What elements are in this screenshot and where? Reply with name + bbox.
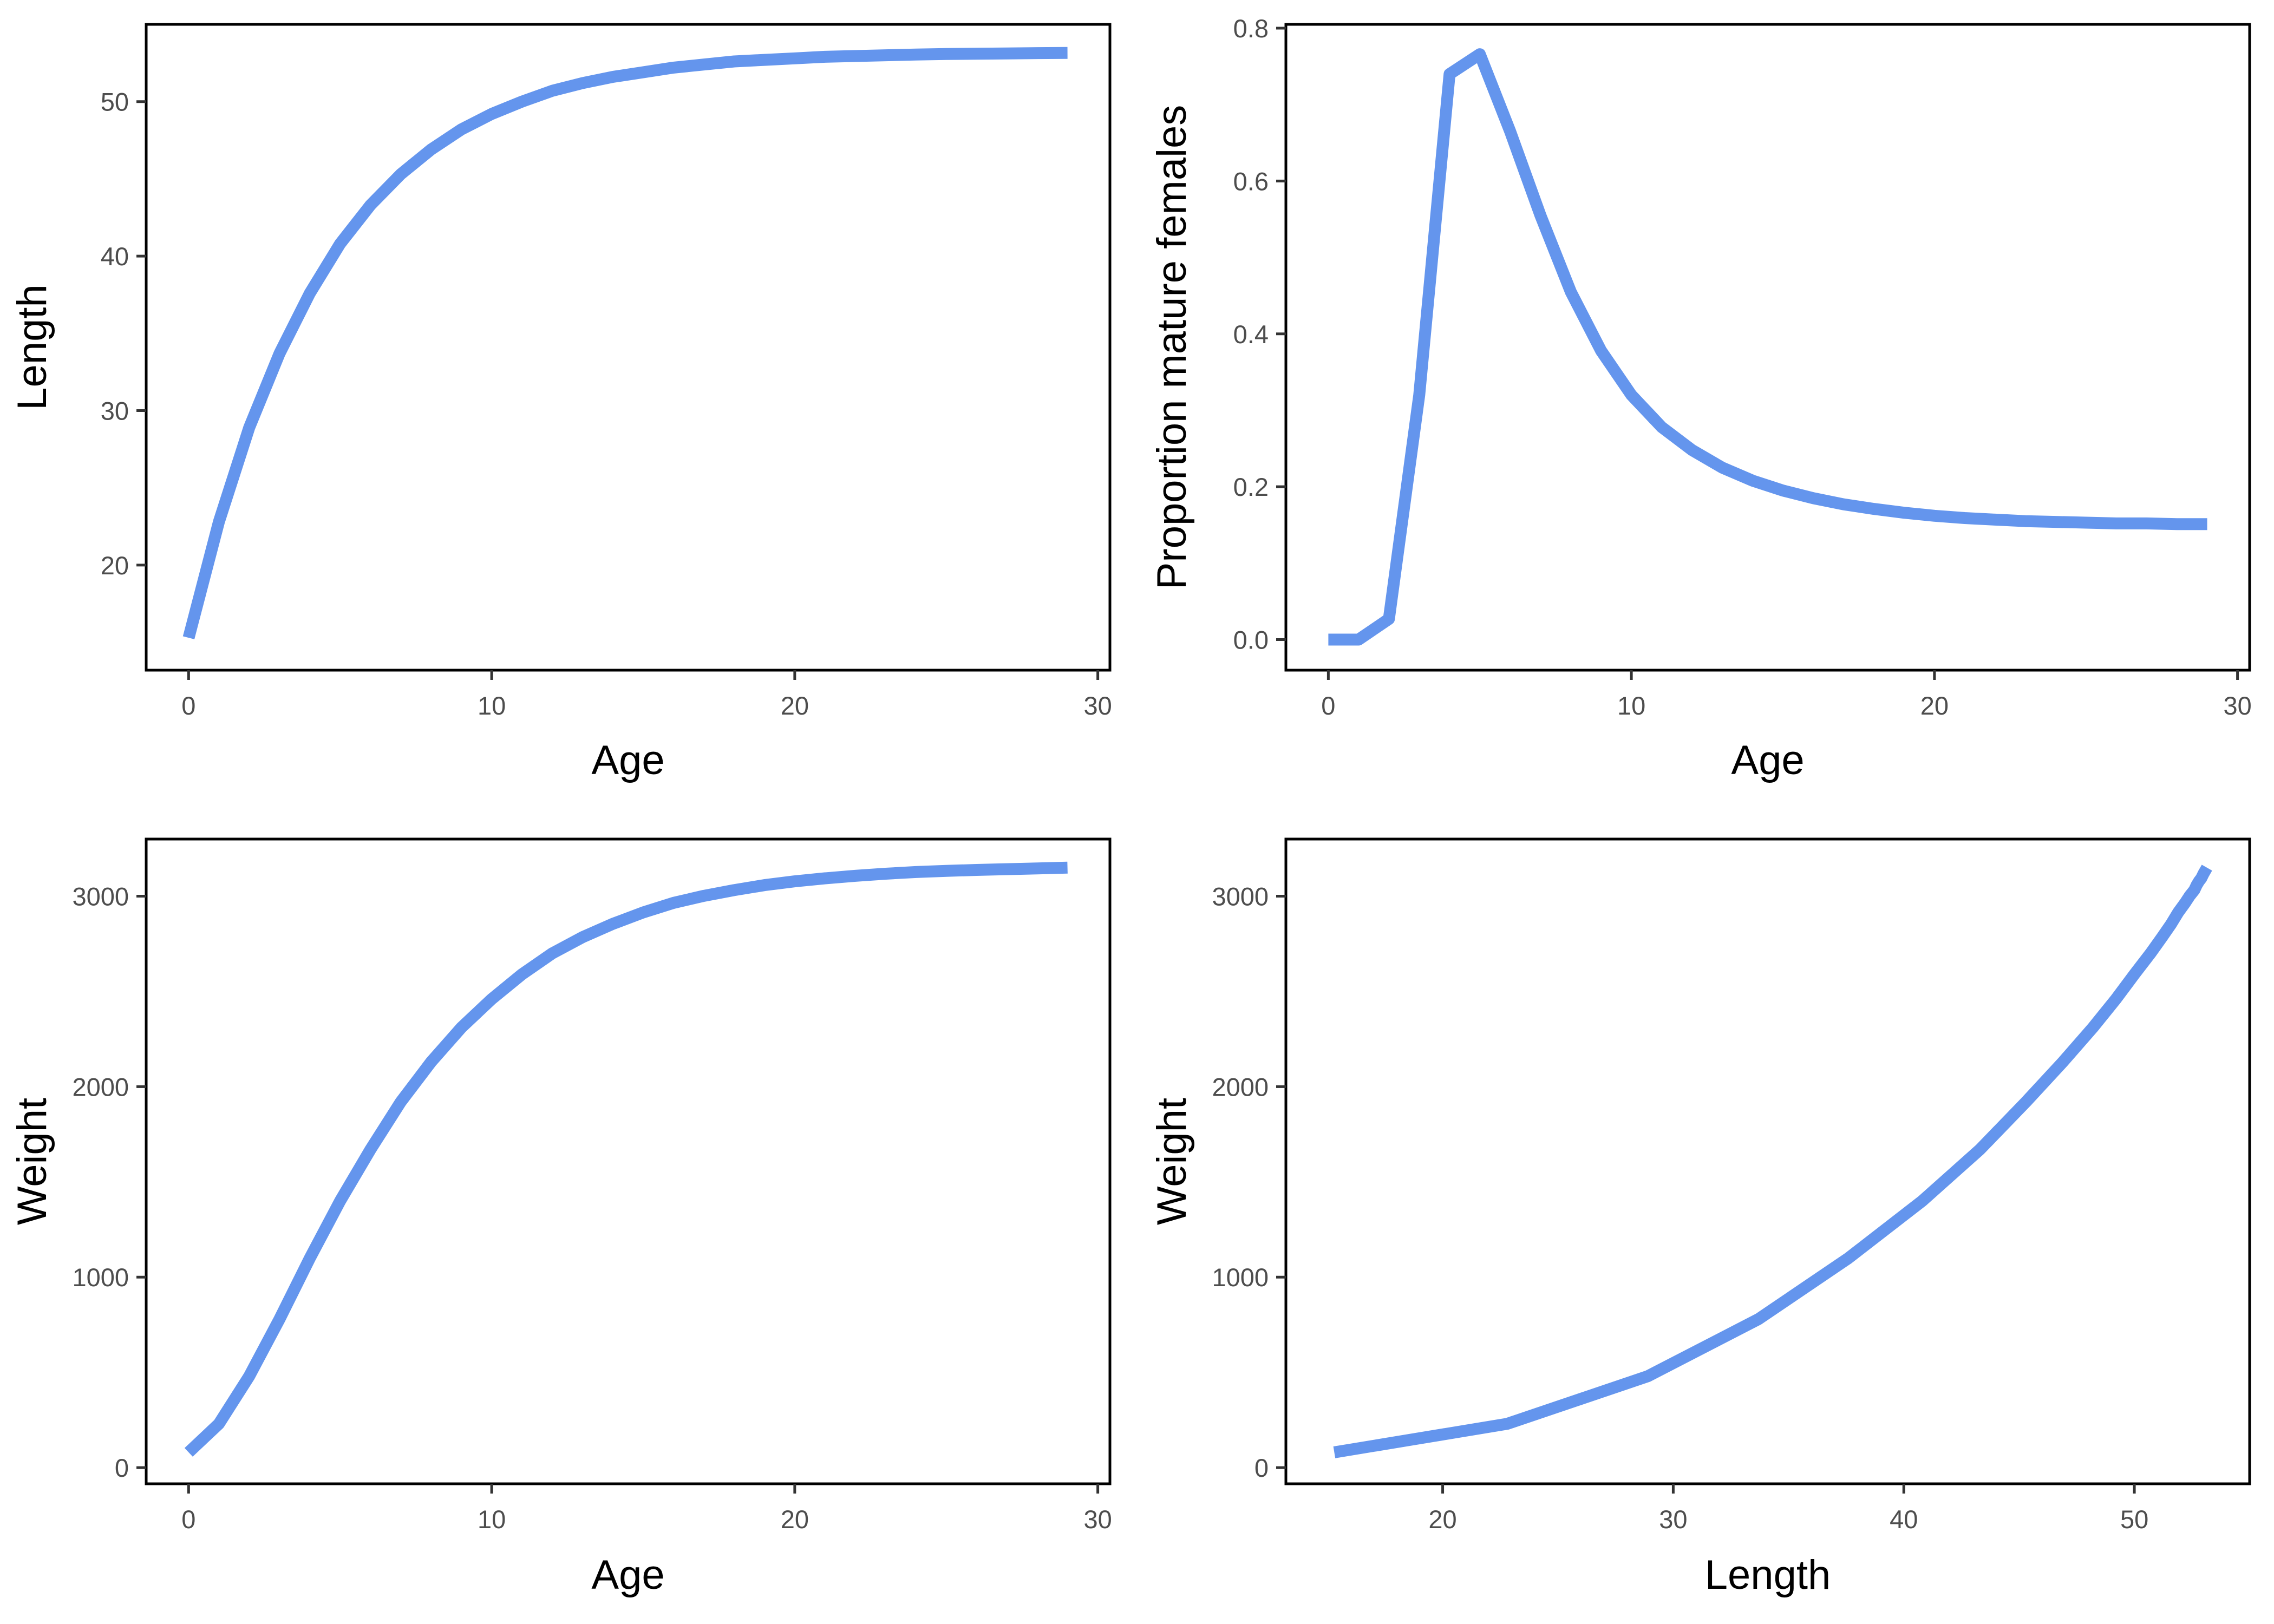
x-tick-label: 0 (181, 691, 195, 720)
y-tick-label: 0 (115, 1453, 129, 1482)
x-tick-label: 20 (781, 1505, 809, 1534)
x-tick-label: 50 (2120, 1505, 2148, 1534)
x-tick-label: 10 (1617, 691, 1645, 720)
x-tick-label: 20 (781, 691, 809, 720)
panel-frame (1284, 837, 2251, 1485)
y-tick-label: 3000 (72, 882, 129, 911)
y-tick-label: 3000 (1212, 882, 1269, 911)
series-line (182, 47, 1068, 639)
y-tick-label: 0.8 (1233, 14, 1269, 43)
x-tick-label: 20 (1428, 1505, 1456, 1534)
y-tick-label: 1000 (1212, 1263, 1269, 1292)
x-tick-label: 40 (1890, 1505, 1918, 1534)
chart-panel-1: 0 10 20 30 20 30 40 50 Age Length (9, 23, 1112, 783)
y-tick-label: 40 (101, 242, 129, 271)
chart-panel-3: 0 10 20 30 0 1000 2000 3000 Age Weight (9, 837, 1112, 1598)
series-line (1328, 48, 2207, 646)
series-line (1333, 865, 2212, 1458)
series-line (184, 861, 1068, 1457)
y-tick-label: 0.0 (1233, 626, 1269, 654)
y-tick-label: 0.6 (1233, 167, 1269, 195)
y-tick-label: 0.4 (1233, 320, 1269, 349)
y-tick-label: 0 (1254, 1453, 1269, 1482)
x-tick-label: 10 (478, 691, 506, 720)
x-tick-label: 20 (1920, 691, 1949, 720)
y-tick-label: 2000 (72, 1072, 129, 1101)
chart-panel-2: 0 10 20 30 0.0 0.2 0.4 0.6 0.8 Age Proportion matu… (1149, 14, 2252, 783)
x-tick-label: 30 (1083, 1505, 1112, 1534)
y-tick-label: 2000 (1212, 1072, 1269, 1101)
x-tick-label: 0 (181, 1505, 195, 1534)
x-tick-label: 30 (1083, 691, 1112, 720)
y-tick-label: 20 (101, 551, 129, 580)
y-tick-label: 50 (101, 88, 129, 116)
x-axis-title: Age (591, 737, 664, 783)
y-axis-title: Weight (1149, 1098, 1195, 1225)
chart-panel-4: 20 30 40 50 0 1000 2000 3000 Length Weight (1149, 837, 2251, 1598)
x-tick-label: 10 (478, 1505, 506, 1534)
x-tick-label: 0 (1321, 691, 1335, 720)
x-axis-title: Length (1705, 1552, 1831, 1598)
y-axis-title: Length (9, 284, 55, 410)
x-axis-title: Age (1731, 737, 1804, 783)
x-tick-label: 30 (2223, 691, 2251, 720)
x-axis-title: Age (591, 1552, 664, 1598)
panel-frame (145, 23, 1112, 672)
panel-frame (1284, 23, 2251, 672)
y-tick-label: 0.2 (1233, 473, 1269, 501)
y-tick-label: 1000 (72, 1263, 129, 1292)
y-tick-label: 30 (101, 397, 129, 425)
y-axis-title: Weight (9, 1098, 55, 1225)
panel-frame (145, 837, 1112, 1485)
y-axis-title: Proportion mature females (1149, 105, 1195, 590)
x-tick-label: 30 (1659, 1505, 1687, 1534)
